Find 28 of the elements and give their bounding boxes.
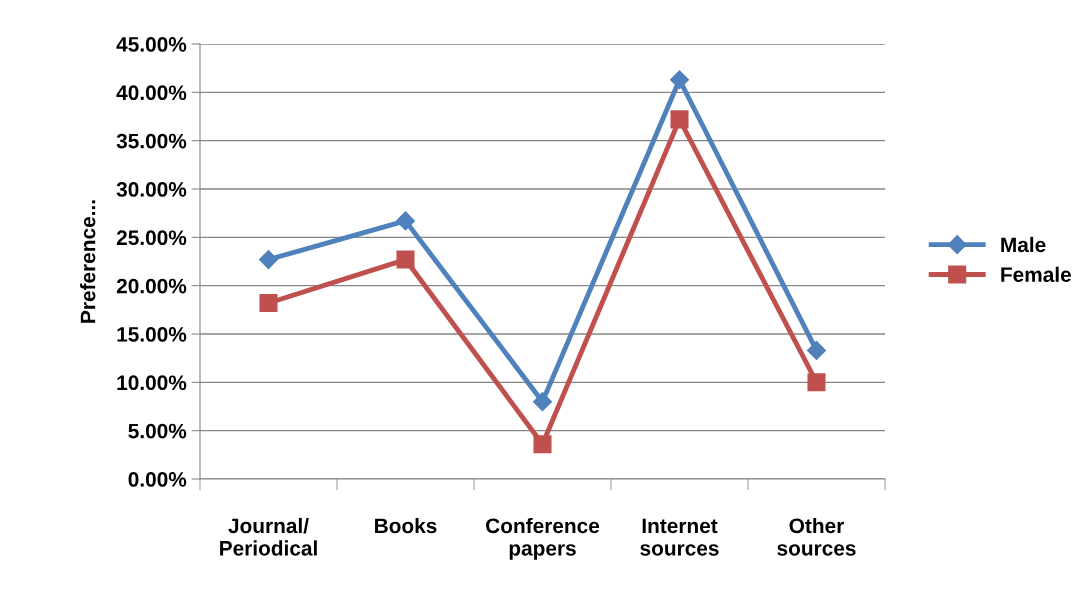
y-axis-title: Preference... [80, 200, 96, 323]
point [259, 294, 278, 313]
y-tick-label: 10.00% [117, 375, 187, 391]
point [806, 340, 827, 360]
point [258, 250, 279, 270]
y-tick-label: 35.00% [116, 133, 187, 149]
point [396, 250, 415, 269]
point [670, 110, 689, 129]
y-tick-label: 20.00% [116, 278, 187, 294]
legend-label: Male [1001, 236, 1046, 253]
x-tick-label: Internet sources [640, 518, 719, 556]
x-tick-label: Books [375, 517, 437, 534]
y-tick-label: 0.00% [128, 472, 187, 487]
x-tick-label: Conference papers [486, 517, 600, 560]
legend-label: Female [1001, 266, 1071, 283]
point [807, 373, 826, 392]
y-tick-label: 25.00% [116, 230, 187, 246]
point [533, 435, 552, 454]
y-tick-label: 45.00% [116, 37, 187, 52]
y-tick-label: 5.00% [128, 423, 187, 439]
y-tick-label: 30.00% [116, 182, 187, 197]
y-tick-label: 40.00% [116, 85, 187, 101]
point [532, 392, 553, 412]
y-tick-label: 15.00% [117, 327, 187, 342]
point [395, 211, 416, 231]
point [669, 70, 690, 90]
x-tick-label: Journal/ Periodical [220, 517, 317, 556]
x-tick-label: Other sources [777, 517, 856, 556]
